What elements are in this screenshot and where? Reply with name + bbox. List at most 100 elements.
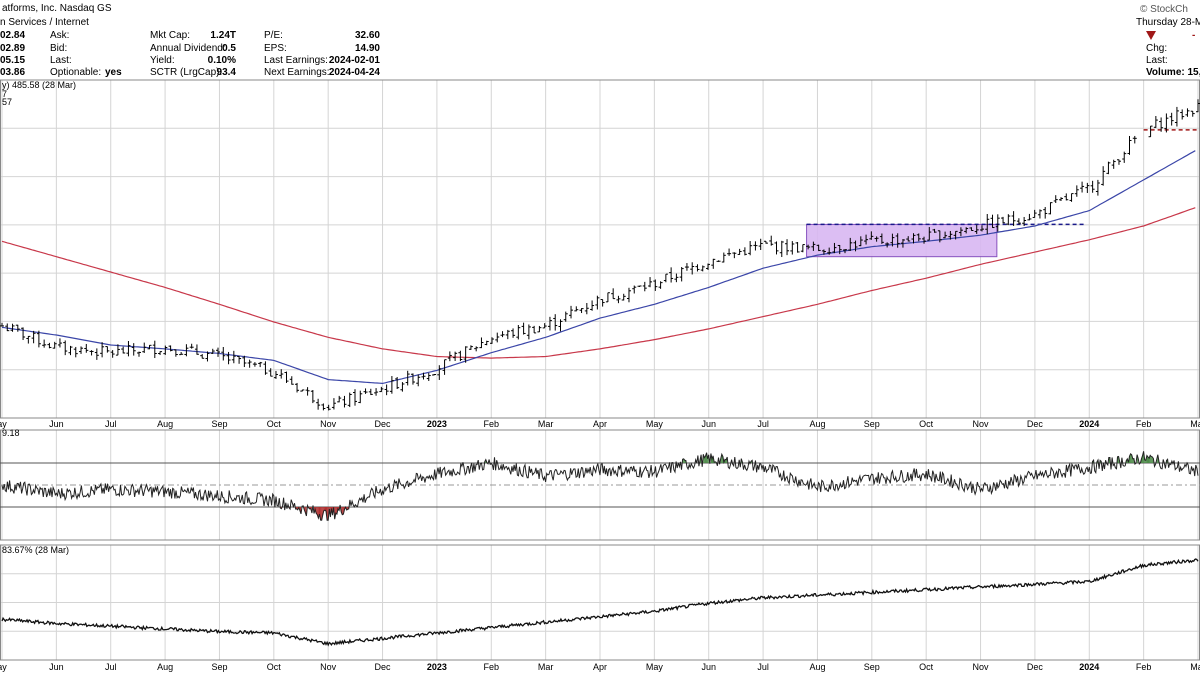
x-tick-label-bottom: Sep (211, 662, 227, 672)
x-tick-label-bottom: Mar (1190, 662, 1200, 672)
rsi-overbought-fill (1150, 455, 1152, 463)
x-tick-label-price: ay (0, 419, 7, 429)
x-tick-label-price: Oct (267, 419, 282, 429)
price-legend: y) 485.58 (28 Mar) (2, 80, 76, 90)
rsi-overbought-fill (1151, 456, 1153, 463)
x-tick-label-price: Jun (701, 419, 716, 429)
x-tick-label-price: Nov (320, 419, 337, 429)
mkt-cap-label: Mkt Cap: (150, 30, 191, 41)
dividend-value: 0.5 (222, 43, 236, 54)
brand-label: © StockCh (1140, 4, 1188, 15)
rsi-overbought-fill (1146, 455, 1148, 463)
x-tick-label-price: Feb (1136, 419, 1152, 429)
price-legend-ma-long: 57 (2, 97, 12, 107)
x-tick-label-price: Dec (375, 419, 392, 429)
price-legend-ma-short: 7 (2, 89, 7, 99)
pe-label: P/E: (264, 30, 283, 41)
x-tick-label-bottom: Jun (701, 662, 716, 672)
x-tick-label-bottom: 2024 (1079, 662, 1099, 672)
x-tick-label-bottom: Nov (320, 662, 337, 672)
ask-label: Ask: (50, 30, 70, 41)
x-tick-label-price: Sep (211, 419, 227, 429)
x-tick-label-bottom: 2023 (427, 662, 447, 672)
volume-label: Volume: 15,2 (1146, 67, 1200, 78)
rsi-overbought-fill (1130, 453, 1132, 463)
x-tick-label-bottom: Apr (593, 662, 607, 672)
x-tick-label-price: Apr (593, 419, 607, 429)
quote-value-4: 03.86 (0, 67, 26, 78)
x-tick-label-price: Mar (1190, 419, 1200, 429)
x-tick-label-bottom: Jul (105, 662, 117, 672)
x-tick-label-bottom: Aug (809, 662, 825, 672)
yield-value: 0.10% (207, 55, 236, 66)
rsi-oversold-fill (320, 507, 322, 521)
price-panel (0, 99, 1200, 411)
x-tick-label-price: Mar (538, 419, 554, 429)
moving-average-short (1, 150, 1196, 385)
x-tick-label-price: Dec (1027, 419, 1044, 429)
x-tick-label-bottom: Dec (1027, 662, 1044, 672)
chg-label: Chg: (1146, 43, 1168, 54)
date-label: Thursday 28-M (1136, 17, 1200, 28)
yield-label: Yield: (150, 55, 175, 66)
eps-value: 14.90 (354, 43, 380, 54)
last-label: Last: (50, 55, 72, 66)
quote-value-1: 02.84 (0, 30, 26, 41)
rsi-oversold-fill (335, 507, 337, 515)
rs-legend: 83.67% (28 Mar) (2, 545, 69, 555)
rsi-oversold-fill (327, 507, 329, 521)
optionable-value: yes (105, 67, 122, 78)
pe-value: 32.60 (354, 30, 380, 41)
axis-labels: ay ay Jun Jun Jul Jul Aug Aug Sep Sep Oct Oct Nov Nov… (0, 419, 1200, 672)
rsi-legend: 9.18 (2, 428, 20, 438)
x-tick-label-price: May (646, 419, 664, 429)
x-tick-label-bottom: Jul (757, 662, 769, 672)
x-tick-label-price: Feb (484, 419, 500, 429)
x-tick-label-bottom: Sep (864, 662, 880, 672)
x-tick-label-bottom: Feb (1136, 662, 1152, 672)
company-sector: n Services / Internet (0, 17, 89, 28)
x-tick-label-bottom: Jun (49, 662, 64, 672)
company-name: atforms, Inc. Nasdaq GS (2, 3, 112, 14)
relative-strength-line (1, 558, 1199, 647)
grid (0, 80, 1200, 660)
mkt-cap-value: 1.24T (210, 30, 236, 41)
x-tick-label-bottom: Oct (919, 662, 934, 672)
x-tick-label-bottom: Oct (267, 662, 282, 672)
next-earnings-label: Next Earnings: (264, 67, 330, 78)
quote-value-3: 05.15 (0, 55, 26, 66)
x-tick-label-bottom: Mar (538, 662, 554, 672)
dividend-label: Annual Dividend: (150, 43, 226, 54)
rsi-oversold-fill (342, 507, 344, 515)
x-tick-label-price: Sep (864, 419, 880, 429)
x-tick-label-price: Aug (157, 419, 173, 429)
rsi-panel (0, 451, 1200, 521)
sctr-label: SCTR (LrgCap): (150, 67, 223, 78)
sctr-value: 93.4 (216, 67, 236, 78)
x-tick-label-price: Jun (49, 419, 64, 429)
relative-strength-panel (1, 558, 1199, 647)
quote-header: atforms, Inc. Nasdaq GS n Services / Int… (0, 0, 1200, 80)
x-tick-label-price: 2023 (427, 419, 447, 429)
x-tick-label-price: Nov (973, 419, 990, 429)
optionable-label: Optionable: (50, 67, 102, 78)
x-tick-label-price: Jul (757, 419, 769, 429)
x-tick-label-bottom: May (646, 662, 664, 672)
last-price-label: Last: (1146, 55, 1168, 66)
x-tick-label-bottom: Nov (973, 662, 990, 672)
down-arrow-icon (1146, 31, 1156, 40)
chg-value: - (1192, 30, 1196, 41)
x-tick-label-bottom: Feb (484, 662, 500, 672)
last-earnings-value: 2024-02-01 (328, 55, 380, 66)
rsi-line (1, 451, 1199, 521)
moving-average-long (1, 207, 1196, 359)
x-tick-label-bottom: ay (0, 662, 7, 672)
bid-label: Bid: (50, 43, 68, 54)
last-earnings-label: Last Earnings: (264, 55, 328, 66)
x-tick-label-price: 2024 (1079, 419, 1099, 429)
rsi-overbought-fill (1132, 458, 1134, 463)
x-tick-label-price: Jul (105, 419, 117, 429)
x-tick-label-bottom: Dec (375, 662, 392, 672)
consolidation-rectangle (806, 223, 998, 258)
